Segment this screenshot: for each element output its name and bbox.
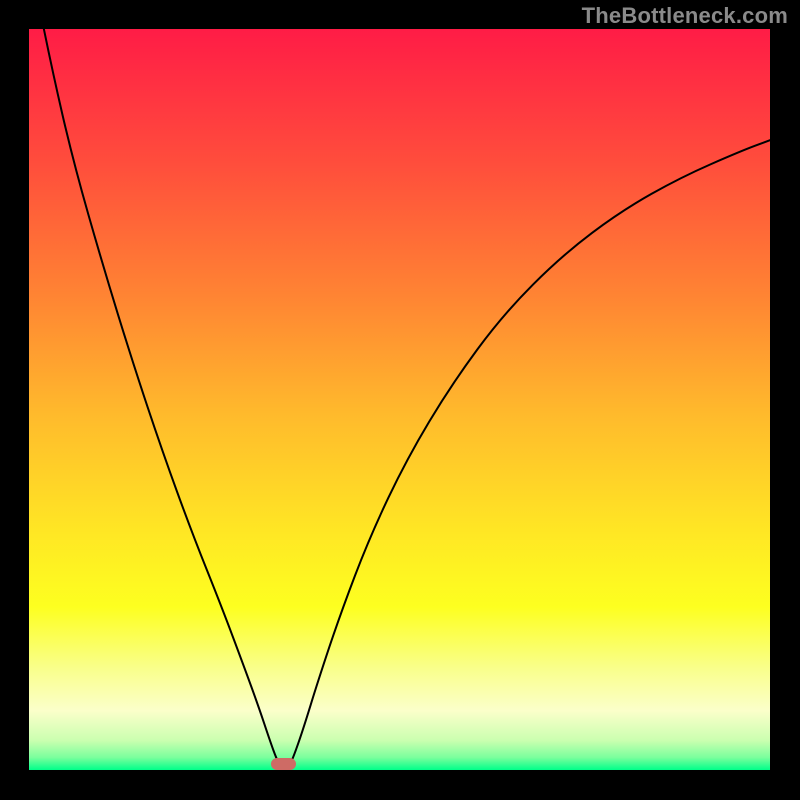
plot-area <box>29 29 770 770</box>
bottleneck-curve <box>29 29 770 770</box>
optimal-marker <box>271 758 296 770</box>
watermark-text: TheBottleneck.com <box>582 3 788 29</box>
chart-frame: TheBottleneck.com <box>0 0 800 800</box>
